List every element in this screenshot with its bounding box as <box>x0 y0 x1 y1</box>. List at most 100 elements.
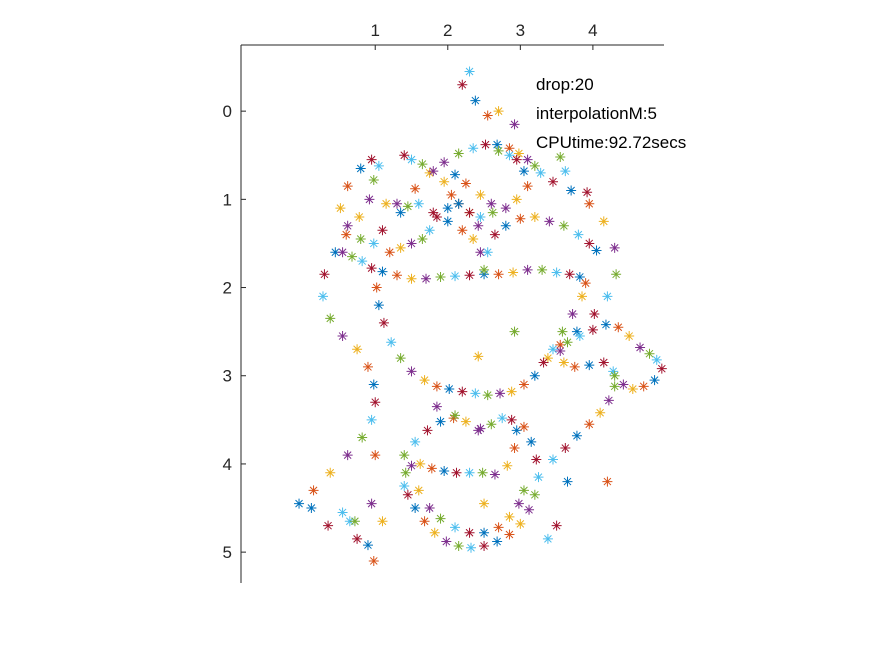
data-point-marker <box>511 154 522 165</box>
data-point-marker <box>492 139 503 150</box>
y-tick-label: 1 <box>223 190 232 209</box>
data-point-marker <box>577 291 588 302</box>
data-point-marker <box>421 273 432 284</box>
data-point-marker <box>428 166 439 177</box>
data-point-marker <box>627 383 638 394</box>
y-tick-label: 0 <box>223 102 232 121</box>
data-point-marker <box>602 476 613 487</box>
data-point-marker <box>506 414 517 425</box>
x-tick-label: 3 <box>516 21 525 40</box>
data-point-marker <box>489 469 500 480</box>
data-point-marker <box>419 516 430 527</box>
data-point-marker <box>460 178 471 189</box>
data-point-marker <box>567 309 578 319</box>
data-point-marker <box>410 503 421 514</box>
data-point-marker <box>608 366 619 377</box>
data-point-marker <box>448 413 459 424</box>
data-point-marker <box>370 397 381 408</box>
data-point-marker <box>355 234 366 245</box>
data-point-marker <box>624 331 635 342</box>
data-point-marker <box>453 540 464 551</box>
data-point-marker <box>518 379 529 390</box>
data-point-marker <box>482 247 493 258</box>
data-point-marker <box>473 220 484 231</box>
data-point-marker <box>493 269 504 280</box>
data-point-marker <box>560 166 571 177</box>
data-point-marker <box>357 432 368 443</box>
data-point-marker <box>506 386 517 397</box>
data-point-marker <box>502 460 513 471</box>
data-point-marker <box>373 300 384 311</box>
data-point-marker <box>366 414 377 425</box>
data-point-marker <box>453 148 464 159</box>
data-point-marker <box>413 485 424 496</box>
data-point-marker <box>493 522 504 533</box>
data-point-marker <box>424 167 435 178</box>
data-point-marker <box>357 256 368 267</box>
data-point-marker <box>542 533 553 544</box>
data-point-marker <box>475 211 486 222</box>
data-point-marker <box>424 503 435 514</box>
data-point-marker <box>364 194 375 205</box>
data-point-marker <box>555 346 566 357</box>
data-point-marker <box>504 529 515 540</box>
data-point-marker <box>352 344 363 355</box>
data-point-marker <box>319 269 330 280</box>
data-point-marker <box>435 513 446 524</box>
data-point-marker <box>618 379 629 390</box>
data-point-marker <box>294 498 305 509</box>
data-point-marker <box>584 198 595 209</box>
data-point-marker <box>584 419 595 430</box>
data-markers <box>294 66 667 566</box>
data-point-marker <box>557 326 568 337</box>
data-point-marker <box>522 181 533 192</box>
data-point-marker <box>538 357 549 368</box>
data-point-marker <box>526 436 537 447</box>
data-point-marker <box>537 264 548 275</box>
data-point-marker <box>426 463 437 474</box>
data-point-marker <box>442 216 453 227</box>
data-point-marker <box>482 110 493 121</box>
data-point-marker <box>531 454 542 465</box>
data-point-marker <box>330 247 341 258</box>
data-point-marker <box>560 443 571 454</box>
data-point-marker <box>479 527 490 538</box>
data-point-marker <box>362 540 373 551</box>
data-point-marker <box>574 271 585 282</box>
data-point-marker <box>589 309 600 319</box>
data-point-marker <box>584 360 595 371</box>
data-point-marker <box>460 416 471 427</box>
data-point-marker <box>325 467 336 478</box>
x-tick-label: 1 <box>370 21 379 40</box>
annotation-interpolation: interpolationM:5 <box>536 104 657 123</box>
data-point-marker <box>337 331 348 342</box>
data-point-marker <box>611 269 622 280</box>
data-point-marker <box>569 361 580 372</box>
data-point-marker <box>395 353 406 364</box>
data-point-marker <box>509 443 520 454</box>
data-point-marker <box>551 267 562 278</box>
data-point-marker <box>349 516 360 527</box>
data-point-marker <box>609 370 620 381</box>
data-point-marker <box>422 425 433 436</box>
data-point-marker <box>378 317 389 328</box>
y-tick-label: 5 <box>223 543 232 562</box>
data-point-marker <box>468 234 479 245</box>
data-point-marker <box>513 498 524 509</box>
data-point-marker <box>450 271 461 282</box>
data-point-marker <box>613 322 624 333</box>
data-point-marker <box>504 143 515 154</box>
data-point-marker <box>544 216 555 227</box>
data-point-marker <box>492 536 503 547</box>
data-point-marker <box>582 187 593 198</box>
data-point-marker <box>574 331 585 342</box>
data-point-marker <box>410 183 421 194</box>
data-point-marker <box>479 264 490 275</box>
data-point-marker <box>453 198 464 209</box>
data-point-marker <box>442 203 453 214</box>
data-point-marker <box>370 450 381 461</box>
data-point-marker <box>439 465 450 476</box>
data-point-marker <box>547 344 558 355</box>
data-point-marker <box>400 467 411 478</box>
